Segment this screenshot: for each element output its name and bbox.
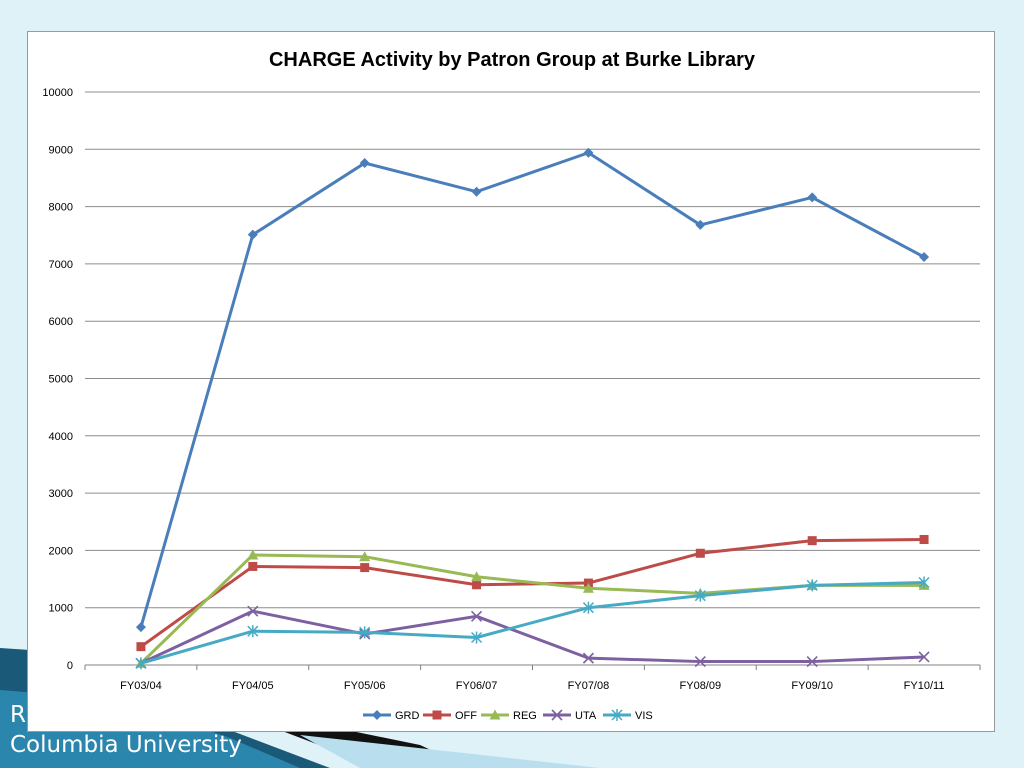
data-point-vis (247, 625, 259, 638)
y-tick-label: 0 (67, 660, 73, 672)
x-tick-label: FY03/04 (120, 680, 162, 692)
legend: GRD OFF REG UTA VIS (363, 709, 653, 722)
data-point-uta (247, 605, 259, 617)
data-point-vis (918, 576, 930, 589)
footer-line-1: R (10, 702, 26, 728)
series-line-grd (139, 151, 925, 628)
legend-label: OFF (455, 710, 477, 722)
data-point-off (248, 561, 258, 571)
data-point-grd (135, 622, 146, 633)
data-point-reg (582, 582, 594, 593)
line-chart: CHARGE Activity by Patron Group at Burke… (42, 49, 981, 722)
data-point-uta (470, 610, 483, 622)
x-tick-label: FY07/08 (568, 680, 610, 692)
y-tick-label: 7000 (49, 259, 73, 271)
x-tick-label: FY06/07 (456, 680, 498, 692)
data-point-vis (694, 589, 706, 602)
y-tick-label: 1000 (49, 603, 73, 615)
data-point-grd (247, 229, 258, 240)
data-point-uta (918, 651, 930, 663)
legend-marker (489, 709, 501, 720)
y-tick-label: 10000 (42, 87, 73, 99)
gridlines (85, 91, 980, 666)
series-line-vis (140, 580, 925, 665)
data-point-reg (359, 551, 371, 562)
data-point-grd (807, 192, 818, 203)
x-tick-label: FY04/05 (232, 680, 274, 692)
series-group (135, 147, 930, 670)
footer-institution: Columbia University (10, 732, 242, 758)
legend-item-uta: UTA (543, 709, 597, 722)
data-point-vis (359, 626, 371, 639)
data-point-vis (582, 601, 594, 614)
data-point-vis (806, 579, 818, 592)
data-point-off (919, 535, 929, 545)
data-point-uta (582, 652, 595, 664)
data-point-off (807, 536, 817, 546)
data-point-grd (919, 252, 930, 263)
y-tick-label: 3000 (49, 488, 73, 500)
legend-label: VIS (635, 710, 653, 722)
data-point-grd (583, 147, 594, 158)
chart-panel: CHARGE Activity by Patron Group at Burke… (27, 31, 995, 732)
data-point-grd (695, 219, 706, 230)
data-point-vis (471, 631, 483, 644)
legend-marker (611, 709, 623, 721)
legend-label: REG (513, 710, 537, 722)
data-point-off (136, 642, 146, 652)
series-line-reg (139, 553, 925, 665)
footer-text: R Columbia University (10, 700, 242, 760)
data-point-off (472, 580, 482, 590)
data-point-grd (471, 186, 482, 197)
x-tick-label: FY10/11 (904, 680, 945, 692)
y-tick-label: 2000 (49, 545, 73, 557)
y-tick-label: 4000 (49, 431, 73, 443)
data-point-grd (359, 158, 370, 169)
legend-item-reg: REG (481, 709, 537, 722)
axes: 0 1000 2000 3000 4000 5000 6000 7000 8000 9000 100… (42, 87, 981, 692)
x-tick-label: FY08/09 (680, 680, 722, 692)
x-tick-label: FY09/10 (791, 680, 833, 692)
y-tick-label: 5000 (49, 374, 73, 386)
legend-marker (372, 710, 382, 720)
legend-item-grd: GRD (363, 710, 420, 722)
legend-label: GRD (395, 710, 420, 722)
data-point-vis (135, 657, 147, 670)
legend-label: UTA (575, 710, 597, 722)
y-tick-label: 6000 (49, 316, 73, 328)
data-point-reg (247, 549, 259, 560)
data-point-off (695, 548, 705, 558)
legend-marker (432, 710, 442, 720)
data-point-uta (694, 655, 706, 668)
series-line-uta (140, 609, 925, 665)
y-tick-label: 8000 (49, 202, 73, 214)
legend-item-off: OFF (423, 710, 477, 722)
legend-item-vis: VIS (603, 709, 653, 722)
y-tick-label: 9000 (49, 144, 73, 156)
data-point-reg (471, 571, 483, 582)
legend-marker (551, 709, 563, 721)
x-tick-label: FY05/06 (344, 680, 386, 692)
data-point-uta (806, 655, 818, 668)
data-point-off (360, 563, 370, 573)
chart-title: CHARGE Activity by Patron Group at Burke… (269, 49, 756, 71)
